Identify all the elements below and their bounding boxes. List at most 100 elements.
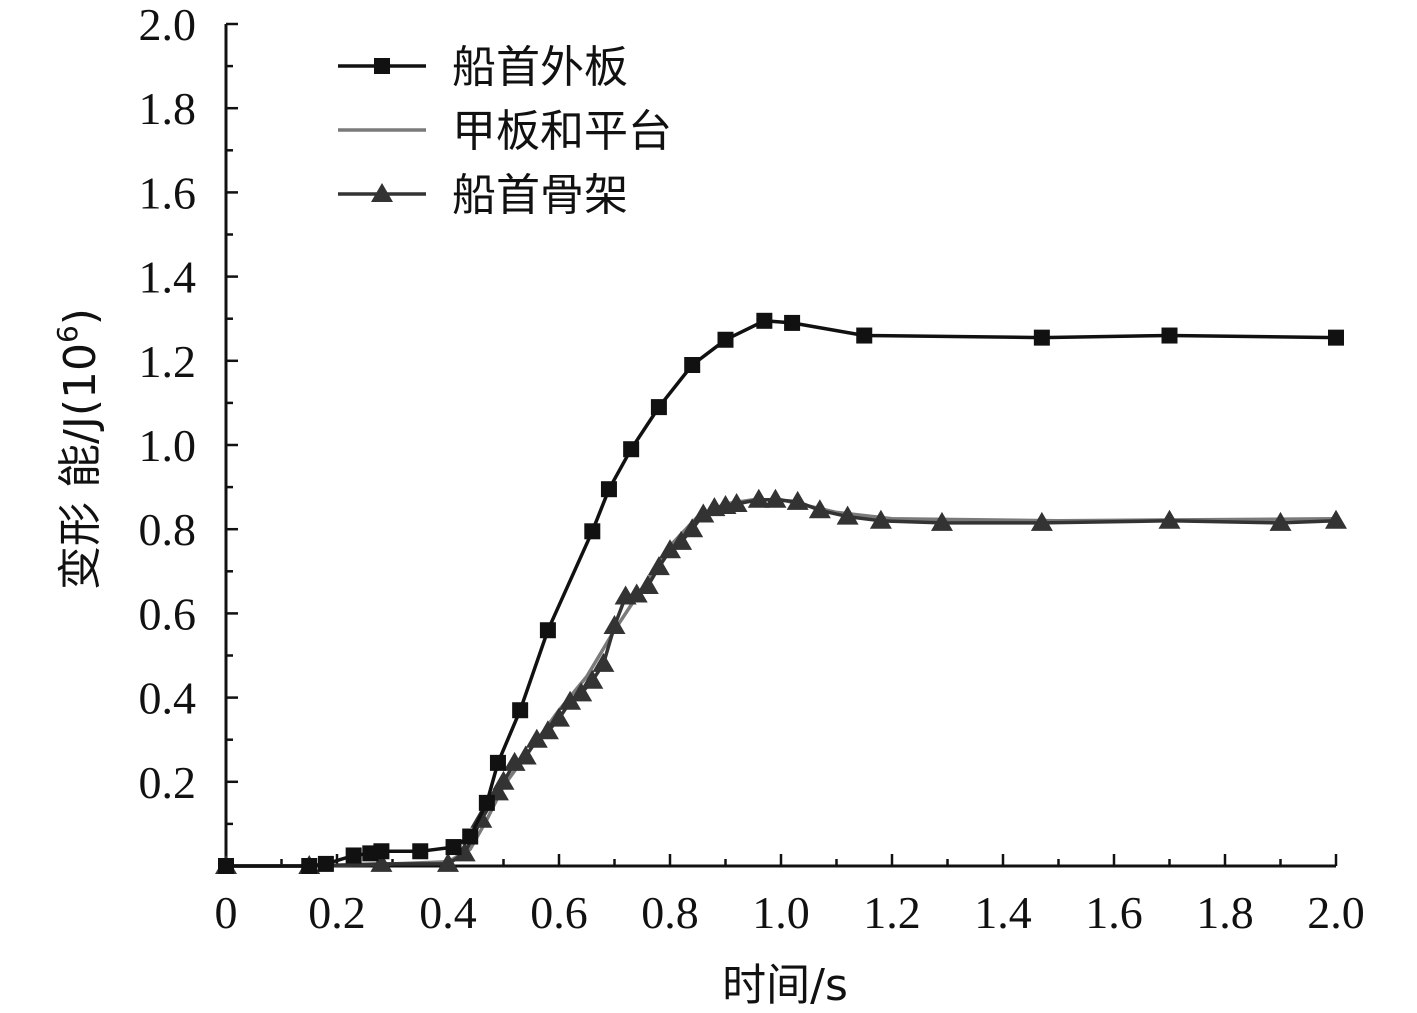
data-point <box>492 770 515 790</box>
legend-label: 船首外板 <box>452 42 628 93</box>
x-axis-title: 时间/s <box>722 960 848 1011</box>
x-tick-label: 1.4 <box>974 887 1032 938</box>
data-point <box>539 622 556 639</box>
data-point <box>412 843 429 860</box>
data-point <box>625 583 648 603</box>
data-point <box>808 499 831 519</box>
data-point <box>584 523 601 540</box>
data-point <box>445 839 462 856</box>
x-tick-label: 0.8 <box>641 887 699 938</box>
data-point <box>659 539 681 559</box>
data-point <box>764 488 787 508</box>
x-tick-label: 0.6 <box>530 887 588 938</box>
data-point <box>559 690 582 710</box>
data-point <box>856 327 873 344</box>
data-point <box>592 652 615 672</box>
y-tick-label: 0.4 <box>139 673 197 724</box>
y-tick-label: 1.2 <box>139 336 197 387</box>
data-point <box>1161 327 1178 344</box>
y-tick-label: 0.2 <box>139 757 197 808</box>
x-tick-label: 0 <box>215 887 238 938</box>
series-line <box>226 497 1337 868</box>
data-point <box>1033 329 1050 346</box>
data-point <box>1269 511 1292 531</box>
data-point <box>930 511 953 531</box>
x-tick-label: 0.4 <box>419 887 477 938</box>
data-point <box>717 331 734 348</box>
data-point <box>784 314 801 331</box>
y-axis-title-main: 变形 能/J(10 <box>55 343 106 590</box>
x-axis-ticks: 0 0.2 0.4 0.6 0.8 1.0 1.2 1.4 1.6 1.8 2.0 <box>215 854 1365 938</box>
x-tick-label: 1.8 <box>1196 887 1254 938</box>
data-point <box>650 399 667 416</box>
x-tick-label: 0.2 <box>308 887 366 938</box>
y-axis-title-close: ) <box>55 308 106 325</box>
legend-swatch-marker <box>371 183 393 202</box>
data-point <box>1158 509 1181 529</box>
legend-label: 船首骨架 <box>452 170 628 221</box>
legend-label: 甲板和平台 <box>452 106 672 157</box>
y-axis-ticks: 0.2 0.4 0.6 0.8 1.0 1.2 1.4 1.6 1.8 2.0 <box>139 0 238 826</box>
data-point <box>1325 509 1347 529</box>
y-tick-label: 1.0 <box>139 420 197 471</box>
axes <box>224 24 1336 868</box>
y-tick-label: 1.4 <box>139 252 197 303</box>
data-point <box>869 509 892 529</box>
data-point <box>536 720 559 740</box>
data-point <box>453 842 476 862</box>
data-point <box>836 505 859 525</box>
data-point <box>489 754 506 771</box>
legend-entry-1: 甲板和平台 <box>338 106 672 157</box>
series-line <box>226 319 1337 868</box>
x-tick-label: 1.0 <box>752 887 810 938</box>
data-point <box>462 828 479 845</box>
x-tick-label: 1.6 <box>1085 887 1143 938</box>
x-tick-label: 2.0 <box>1307 887 1365 938</box>
data-point <box>725 492 748 512</box>
data-point <box>370 852 393 872</box>
data-point <box>512 702 529 719</box>
data-point <box>581 669 604 689</box>
data-point <box>670 530 693 550</box>
data-point <box>623 441 640 458</box>
y-axis-title: 变形 能/J(106) <box>51 308 106 590</box>
y-tick-label: 1.6 <box>139 167 197 218</box>
y-tick-label: 0.8 <box>139 504 197 555</box>
data-point <box>514 745 537 765</box>
data-point <box>478 794 495 811</box>
series-line <box>226 497 1337 868</box>
data-point <box>437 852 459 872</box>
data-point <box>647 556 670 576</box>
data-point <box>603 615 626 635</box>
data-point <box>218 858 234 874</box>
data-point <box>756 312 773 329</box>
data-point <box>747 488 770 508</box>
series-2 <box>215 488 1347 874</box>
data-point <box>503 751 526 771</box>
x-tick-label: 1.2 <box>863 887 921 938</box>
data-point <box>1328 329 1344 346</box>
y-axis-title-superscript: 6 <box>51 325 84 343</box>
data-point <box>681 518 704 538</box>
series-0 <box>218 312 1344 874</box>
data-point <box>684 357 701 374</box>
data-point <box>600 481 617 498</box>
legend-entry-2: 船首骨架 <box>338 170 628 221</box>
legend-entry-0: 船首外板 <box>338 42 628 93</box>
data-point <box>692 503 715 523</box>
data-point <box>345 847 362 864</box>
data-point <box>548 707 570 727</box>
data-point <box>525 728 548 748</box>
series-1 <box>226 497 1337 868</box>
y-tick-label: 1.8 <box>139 83 197 134</box>
data-point <box>301 858 318 874</box>
y-tick-label: 0.6 <box>139 588 197 639</box>
data-point <box>636 575 659 595</box>
data-point <box>1030 511 1053 531</box>
series-layer <box>215 312 1347 874</box>
data-point <box>373 843 390 860</box>
data-point <box>786 490 809 510</box>
y-tick-label: 2.0 <box>139 0 197 50</box>
